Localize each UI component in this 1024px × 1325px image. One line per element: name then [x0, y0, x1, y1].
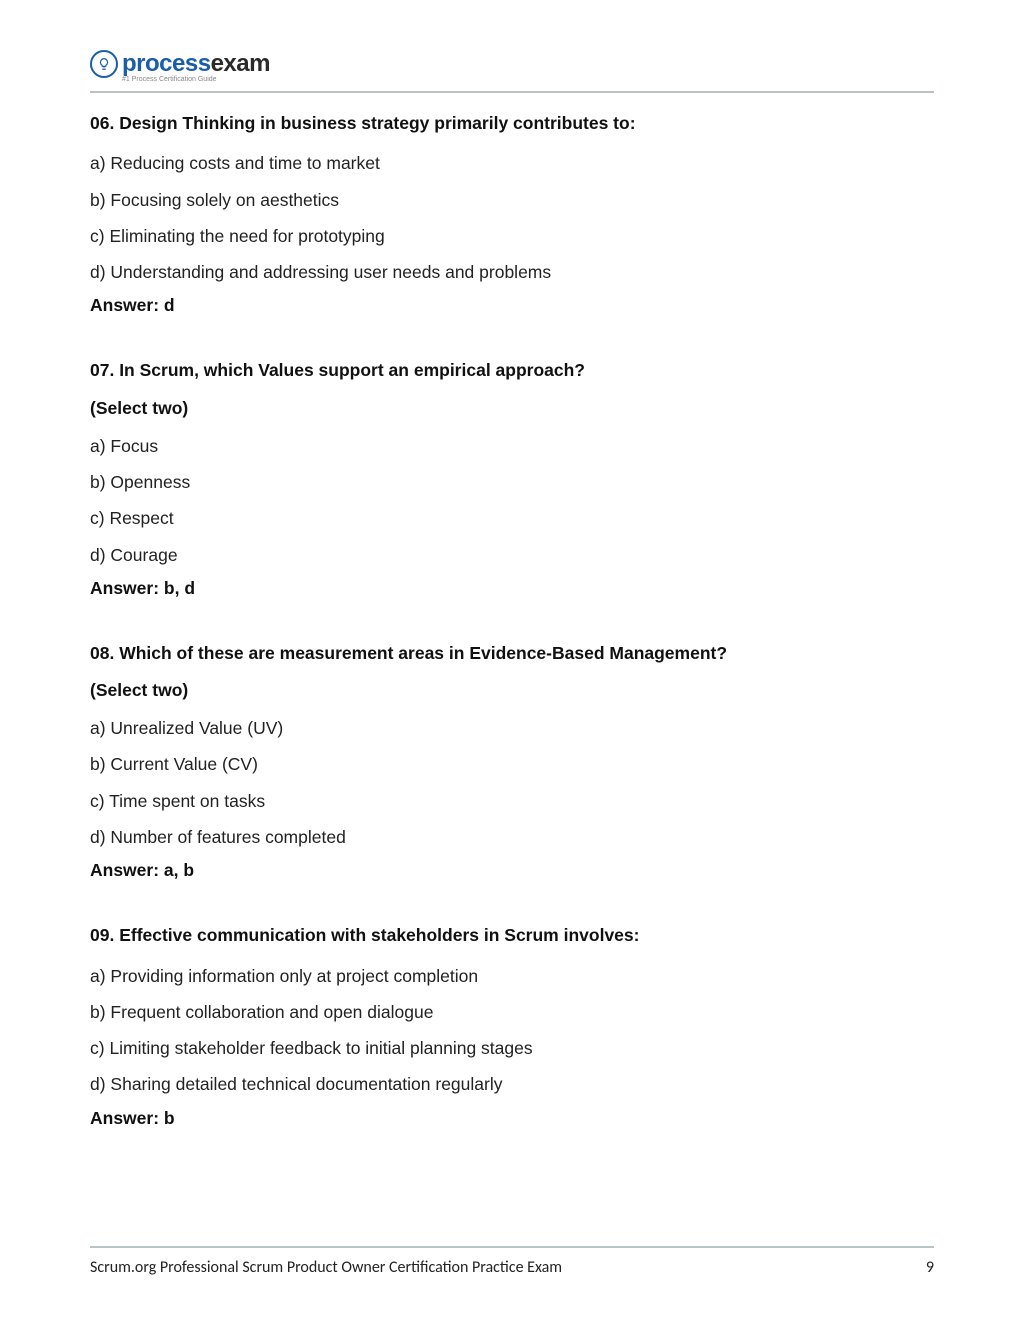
footer-divider: [90, 1246, 934, 1248]
option: d) Courage: [90, 542, 934, 568]
question-title: 08. Which of these are measurement areas…: [90, 641, 934, 666]
question-title: 09. Effective communication with stakeho…: [90, 923, 934, 948]
answer: Answer: b, d: [90, 578, 934, 599]
question-title: 06. Design Thinking in business strategy…: [90, 111, 934, 136]
lightbulb-icon: [90, 50, 118, 78]
question-subnote: (Select two): [90, 398, 934, 419]
option: c) Limiting stakeholder feedback to init…: [90, 1035, 934, 1061]
option: d) Number of features completed: [90, 824, 934, 850]
logo-part1: process: [122, 50, 211, 77]
option: a) Focus: [90, 433, 934, 459]
logo-block: processexam #1 Process Certification Gui…: [90, 50, 934, 83]
page-content: processexam #1 Process Certification Gui…: [0, 0, 1024, 1211]
option: c) Time spent on tasks: [90, 788, 934, 814]
option: a) Providing information only at project…: [90, 963, 934, 989]
logo-text: processexam: [122, 52, 270, 76]
option: b) Frequent collaboration and open dialo…: [90, 999, 934, 1025]
option: b) Current Value (CV): [90, 751, 934, 777]
logo-part2: exam: [211, 50, 270, 77]
logo: processexam: [90, 50, 270, 78]
header-divider: [90, 91, 934, 93]
page-footer: Scrum.org Professional Scrum Product Own…: [90, 1246, 934, 1277]
option: b) Openness: [90, 469, 934, 495]
option: d) Sharing detailed technical documentat…: [90, 1071, 934, 1097]
answer: Answer: d: [90, 295, 934, 316]
answer: Answer: b: [90, 1108, 934, 1129]
option: c) Eliminating the need for prototyping: [90, 223, 934, 249]
footer-title: Scrum.org Professional Scrum Product Own…: [90, 1258, 562, 1277]
option: c) Respect: [90, 505, 934, 531]
answer: Answer: a, b: [90, 860, 934, 881]
option: b) Focusing solely on aesthetics: [90, 187, 934, 213]
page-number: 9: [926, 1258, 934, 1277]
question-subnote: (Select two): [90, 680, 934, 701]
option: a) Reducing costs and time to market: [90, 150, 934, 176]
footer-row: Scrum.org Professional Scrum Product Own…: [90, 1258, 934, 1277]
option: a) Unrealized Value (UV): [90, 715, 934, 741]
option: d) Understanding and addressing user nee…: [90, 259, 934, 285]
question-title: 07. In Scrum, which Values support an em…: [90, 358, 934, 383]
